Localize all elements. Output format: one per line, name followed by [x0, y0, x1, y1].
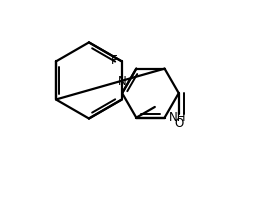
Text: N: N [118, 75, 126, 88]
Text: F: F [111, 54, 118, 67]
Text: NH: NH [169, 111, 186, 124]
Text: O: O [174, 117, 183, 130]
